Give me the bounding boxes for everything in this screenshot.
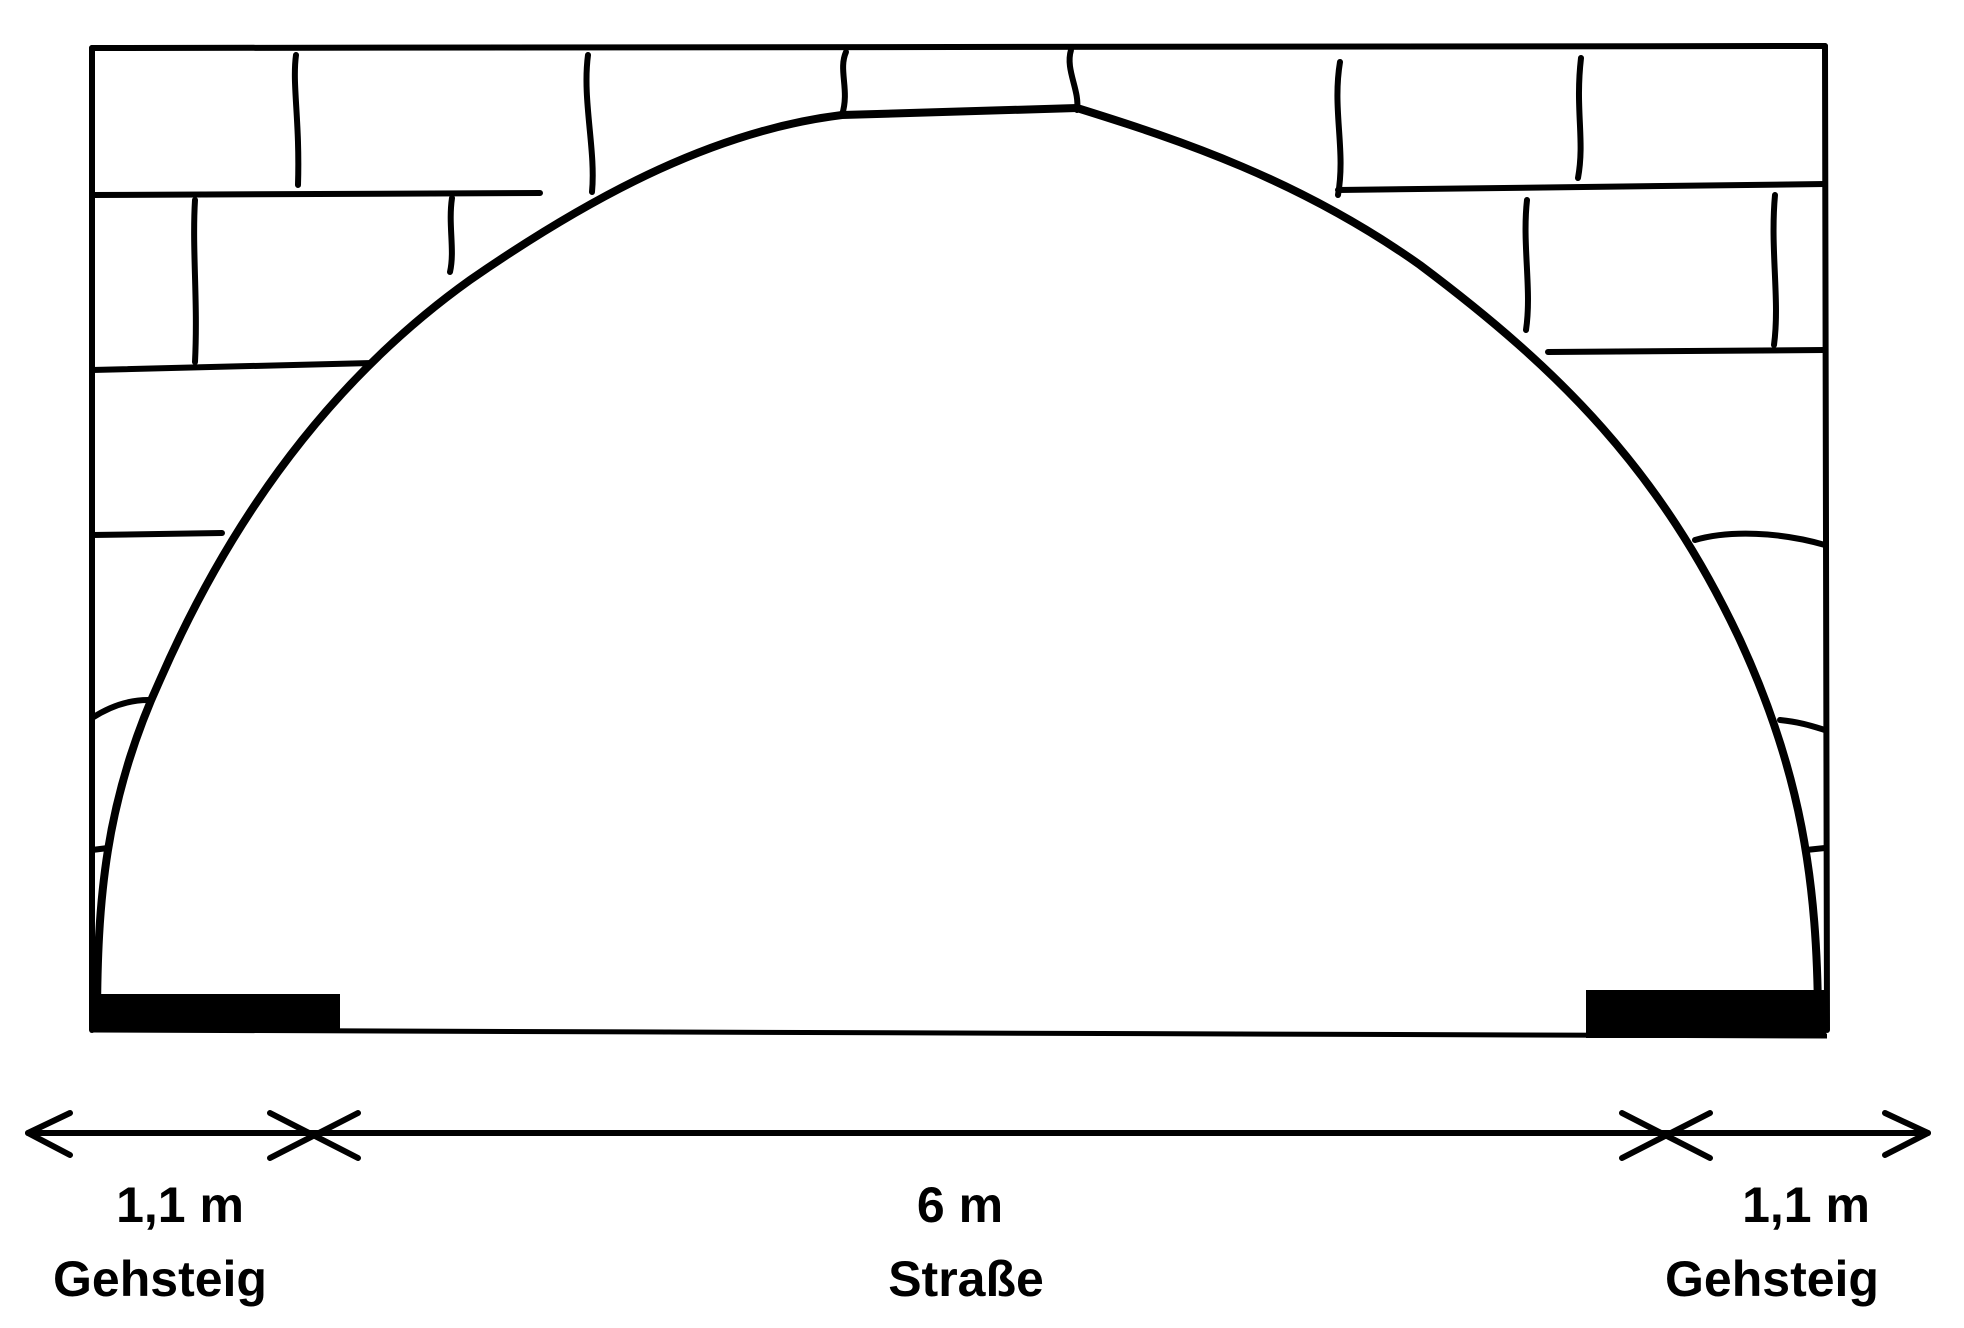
course-line xyxy=(89,360,375,373)
block-joint xyxy=(1334,59,1344,198)
wall-top-edge xyxy=(89,43,1828,51)
block-joint xyxy=(1522,197,1531,333)
right-division-mark xyxy=(1619,1110,1713,1161)
block-joint xyxy=(583,52,596,195)
course-line xyxy=(1777,717,1828,733)
left-name-label: Gehsteig xyxy=(53,1251,267,1307)
course-line xyxy=(1335,181,1828,193)
left-width-label: 1,1 m xyxy=(116,1177,244,1233)
masonry-wall xyxy=(89,43,1830,1033)
tunnel-arch xyxy=(93,104,1822,1029)
block-joint xyxy=(447,195,455,275)
left-division-mark xyxy=(267,1110,361,1161)
center-name-label: Straße xyxy=(888,1251,1044,1307)
dimension-line xyxy=(25,1110,1931,1161)
course-line xyxy=(89,190,543,198)
right-width-label: 1,1 m xyxy=(1742,1177,1870,1233)
wall-right-edge xyxy=(1822,43,1830,1033)
course-line xyxy=(89,530,225,538)
block-joint xyxy=(1575,55,1584,181)
course-line xyxy=(1545,347,1828,355)
block-joint xyxy=(1770,192,1779,348)
block-joint xyxy=(191,197,199,365)
road-surface xyxy=(91,1027,1828,1039)
course-line xyxy=(89,697,151,721)
right-name-label: Gehsteig xyxy=(1665,1251,1879,1307)
right-arrow-head xyxy=(1882,1110,1931,1158)
left-arrow-head xyxy=(25,1110,73,1158)
left-sidewalk xyxy=(94,994,340,1032)
right-sidewalk xyxy=(1586,990,1826,1038)
block-joint xyxy=(839,49,849,118)
course-line xyxy=(1692,530,1828,548)
block-joint xyxy=(291,52,302,188)
center-width-label: 6 m xyxy=(917,1177,1003,1233)
block-joint xyxy=(1066,47,1081,113)
